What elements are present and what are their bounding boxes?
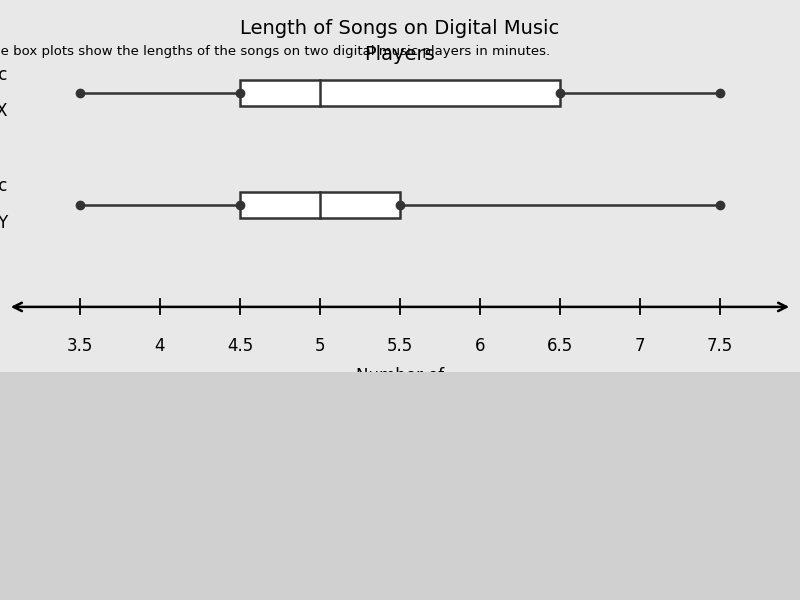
- Text: 7: 7: [634, 337, 646, 355]
- Text: 6.5: 6.5: [547, 337, 573, 355]
- Text: 4.5: 4.5: [227, 337, 253, 355]
- Text: Number of: Number of: [356, 367, 444, 385]
- Text: 3.5: 3.5: [67, 337, 93, 355]
- Bar: [240, 191, 400, 218]
- Text: 5.5: 5.5: [387, 337, 413, 355]
- Text: Music: Music: [0, 65, 8, 83]
- Text: Players: Players: [365, 44, 435, 64]
- Text: The box plots show the lengths of the songs on two digital music players in minu: The box plots show the lengths of the so…: [0, 44, 550, 58]
- Text: Player X: Player X: [0, 102, 8, 120]
- Text: 5: 5: [314, 337, 326, 355]
- Text: Player Y: Player Y: [0, 214, 8, 232]
- Text: Music: Music: [0, 177, 8, 195]
- Text: Length of Songs on Digital Music: Length of Songs on Digital Music: [240, 19, 560, 38]
- Text: 7.5: 7.5: [707, 337, 733, 355]
- Text: 6: 6: [474, 337, 486, 355]
- Text: 4: 4: [154, 337, 166, 355]
- Bar: [240, 80, 560, 106]
